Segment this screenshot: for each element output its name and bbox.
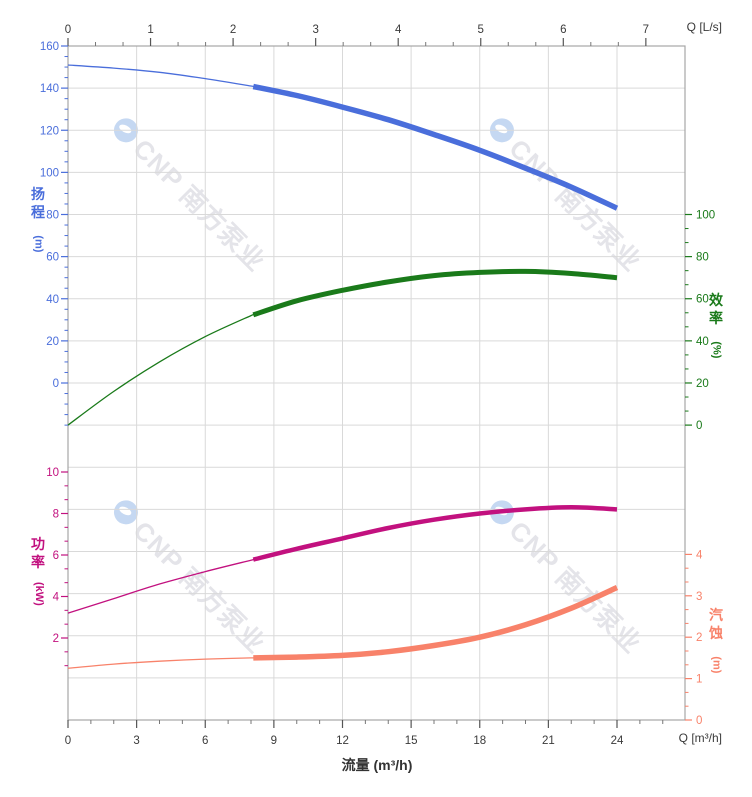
svg-text:4: 4: [696, 549, 703, 561]
svg-text:2: 2: [696, 632, 702, 644]
svg-text:18: 18: [473, 735, 486, 747]
svg-text:4: 4: [395, 24, 402, 36]
svg-text:3: 3: [312, 24, 318, 36]
svg-text:0: 0: [696, 715, 702, 727]
power-axis: 10 8 6 4 2: [46, 467, 68, 667]
svg-text:3: 3: [696, 591, 702, 603]
svg-text:80: 80: [696, 252, 709, 264]
svg-text:1: 1: [696, 674, 702, 686]
eff-curve-thin: [67, 313, 256, 426]
svg-text:0: 0: [696, 420, 702, 432]
svg-text:2: 2: [53, 633, 59, 645]
svg-text:9: 9: [271, 735, 277, 747]
svg-text:100: 100: [696, 210, 715, 222]
efficiency-axis-title: 效 率 (%): [702, 292, 730, 359]
svg-text:0: 0: [65, 24, 71, 36]
svg-text:0: 0: [53, 378, 59, 390]
bottom-axis: 0 3 6 9 12 15 18 21 24: [65, 720, 664, 747]
power-axis-unit: (kW): [32, 581, 45, 606]
top-axis: 0 1 2 3 4 5 6 7: [65, 24, 649, 46]
flow-axis-title: 流量 (m³/h): [341, 757, 413, 773]
power-curve-thin: [67, 558, 256, 614]
eff-axis-char: 率: [709, 309, 723, 326]
top-axis-unit-label: Q [L/s]: [686, 20, 722, 34]
svg-text:120: 120: [40, 125, 59, 137]
gridlines: [67, 45, 685, 721]
svg-text:40: 40: [696, 336, 709, 348]
npsh-axis: 4 3 2 1 0: [685, 549, 703, 727]
svg-text:5: 5: [478, 24, 484, 36]
eff-axis-char: 效: [709, 292, 723, 308]
eff-curve: [252, 268, 618, 318]
bottom-axis-unit-label: Q [m³/h]: [678, 731, 722, 745]
power-curve: [252, 505, 618, 562]
svg-text:6: 6: [560, 24, 566, 36]
svg-text:20: 20: [696, 378, 709, 390]
head-axis-char: 程: [31, 203, 45, 220]
svg-text:10: 10: [46, 467, 59, 479]
head-axis-unit: (m): [32, 235, 45, 253]
npsh-axis-char: 汽: [709, 607, 723, 623]
svg-text:0: 0: [65, 735, 71, 747]
head-axis-title: 扬 程 (m): [24, 186, 52, 253]
head-curve-thin: [67, 64, 256, 88]
svg-text:1: 1: [147, 24, 153, 36]
svg-text:2: 2: [230, 24, 236, 36]
head-curve: [252, 83, 619, 211]
svg-text:20: 20: [46, 336, 59, 348]
npsh-axis-title: 汽 蚀 (m): [702, 607, 730, 674]
npsh-curve-thin: [67, 657, 256, 669]
svg-text:160: 160: [40, 41, 59, 53]
npsh-curve: [253, 585, 619, 661]
svg-text:21: 21: [542, 735, 555, 747]
power-axis-char: 率: [31, 553, 45, 570]
svg-text:6: 6: [53, 550, 59, 562]
svg-text:8: 8: [53, 509, 59, 521]
eff-axis-unit: (%): [710, 341, 723, 359]
power-axis-char: 功: [31, 536, 45, 552]
svg-text:100: 100: [40, 167, 59, 179]
head-axis-char: 扬: [31, 186, 45, 202]
npsh-axis-char: 蚀: [709, 624, 723, 641]
head-axis: 160 140 120 100 80 60 40 20 0: [40, 41, 68, 426]
efficiency-axis: 100 80 60 40 20 0: [685, 210, 715, 432]
power-axis-title: 功 率 (kW): [24, 536, 52, 606]
svg-text:40: 40: [46, 294, 59, 306]
npsh-axis-unit: (m): [710, 656, 723, 674]
svg-text:3: 3: [133, 735, 139, 747]
svg-text:80: 80: [46, 210, 59, 222]
svg-text:140: 140: [40, 83, 59, 95]
svg-text:12: 12: [336, 735, 349, 747]
svg-text:60: 60: [696, 294, 709, 306]
svg-text:24: 24: [611, 735, 624, 747]
svg-text:7: 7: [643, 24, 649, 36]
svg-text:15: 15: [405, 735, 418, 747]
svg-text:60: 60: [46, 252, 59, 264]
curves: [67, 64, 619, 669]
svg-text:4: 4: [53, 592, 60, 604]
svg-text:6: 6: [202, 735, 208, 747]
